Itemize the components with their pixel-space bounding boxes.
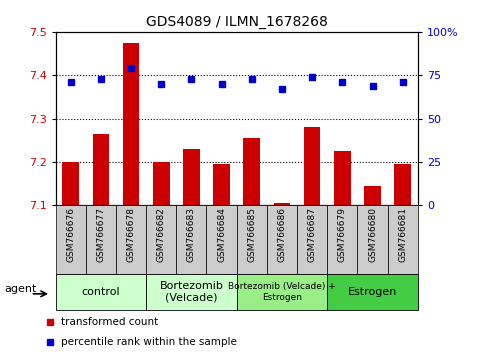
Text: GSM766678: GSM766678 <box>127 207 136 262</box>
Bar <box>176 205 207 274</box>
Bar <box>237 274 327 310</box>
Bar <box>116 205 146 274</box>
Bar <box>123 43 139 205</box>
Bar <box>327 274 418 310</box>
Title: GDS4089 / ILMN_1678268: GDS4089 / ILMN_1678268 <box>146 16 327 29</box>
Text: GSM766682: GSM766682 <box>156 207 166 262</box>
Text: GSM766683: GSM766683 <box>187 207 196 262</box>
Bar <box>93 134 109 205</box>
Bar <box>86 205 116 274</box>
Bar <box>56 274 146 310</box>
Text: GSM766679: GSM766679 <box>338 207 347 262</box>
Text: Estrogen: Estrogen <box>348 287 397 297</box>
Bar <box>304 127 320 205</box>
Text: transformed count: transformed count <box>61 318 158 327</box>
Bar <box>146 274 237 310</box>
Bar <box>153 162 170 205</box>
Text: GSM766687: GSM766687 <box>308 207 317 262</box>
Text: GSM766686: GSM766686 <box>277 207 286 262</box>
Text: GSM766681: GSM766681 <box>398 207 407 262</box>
Bar <box>183 149 199 205</box>
Text: GSM766676: GSM766676 <box>66 207 75 262</box>
Text: Bortezomib
(Velcade): Bortezomib (Velcade) <box>159 281 223 303</box>
Text: agent: agent <box>4 284 37 293</box>
Bar <box>237 205 267 274</box>
Text: GSM766685: GSM766685 <box>247 207 256 262</box>
Bar <box>274 203 290 205</box>
Bar <box>388 205 418 274</box>
Text: GSM766677: GSM766677 <box>96 207 105 262</box>
Bar <box>56 205 86 274</box>
Bar <box>357 205 388 274</box>
Bar <box>297 205 327 274</box>
Text: GSM766684: GSM766684 <box>217 207 226 262</box>
Bar <box>364 186 381 205</box>
Text: Bortezomib (Velcade) +
Estrogen: Bortezomib (Velcade) + Estrogen <box>228 282 336 302</box>
Text: GSM766680: GSM766680 <box>368 207 377 262</box>
Text: percentile rank within the sample: percentile rank within the sample <box>61 337 237 347</box>
Bar <box>62 162 79 205</box>
Bar <box>243 138 260 205</box>
Bar <box>267 205 297 274</box>
Bar <box>213 164 230 205</box>
Bar <box>146 205 176 274</box>
Bar <box>395 164 411 205</box>
Bar <box>334 151 351 205</box>
Text: control: control <box>82 287 120 297</box>
Bar <box>327 205 357 274</box>
Bar <box>207 205 237 274</box>
